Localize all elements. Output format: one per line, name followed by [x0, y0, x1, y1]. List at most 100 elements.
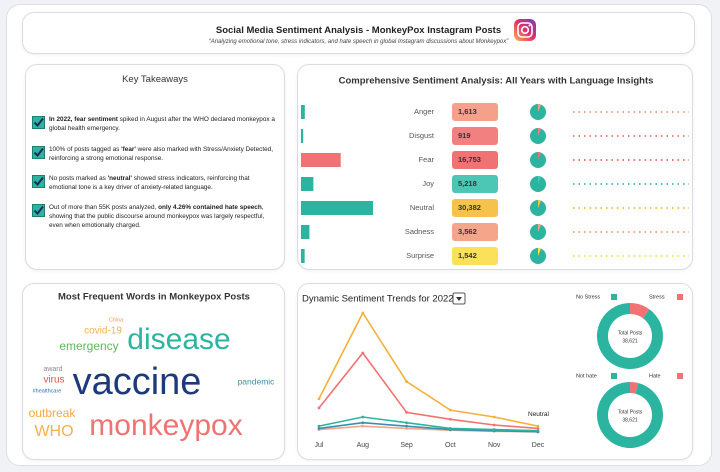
series-label: Neutral [528, 411, 550, 418]
x-tick-label: Nov [488, 442, 501, 449]
mini-pie-slice [538, 200, 541, 208]
cloud-word: #healthcare [33, 388, 62, 394]
bar [301, 249, 305, 263]
line [318, 416, 539, 432]
point [536, 427, 540, 430]
cloud-word: vaccine [73, 361, 202, 403]
value-badge [452, 175, 498, 193]
cloud-word: covid-19 [84, 326, 122, 337]
donut-center-title: Total Posts [618, 330, 643, 336]
takeaway-item: 100% of posts tagged as 'fear' were also… [49, 145, 279, 163]
legend-label: Not hate [576, 373, 597, 379]
value-badge [452, 223, 498, 241]
donut-slice [630, 303, 650, 319]
legend-label: Stress [649, 294, 665, 300]
takeaway-text: spiked in August after the WHO declared … [49, 116, 275, 133]
donut-slice [630, 382, 639, 394]
category-label: Disgust [409, 131, 435, 140]
header-subtitle: “Analyzing emotional tone, stress indica… [208, 39, 509, 45]
cloud-word: monkeypox [89, 409, 242, 442]
dropdown[interactable] [452, 292, 466, 305]
takeaway-item: No posts marked as 'neutral' showed stre… [49, 174, 279, 192]
value-badge [452, 199, 498, 217]
value-badge [452, 127, 498, 145]
takeaway-text: were also marked with Stress/Anxiety Det… [49, 146, 273, 163]
takeaway-text: Out of more than 55K posts analyzed, [49, 204, 159, 211]
donut-slice [597, 303, 663, 369]
category-label: Joy [422, 179, 434, 188]
point [536, 424, 540, 428]
wordcloud-panel: Most Frequent Words in Monkeypox Posts C… [22, 283, 285, 460]
donut-center-value: 38,621 [622, 417, 638, 423]
category-label: Sadness [405, 227, 434, 236]
header-title: Social Media Sentiment Analysis - Monkey… [215, 25, 502, 36]
legend-swatch [611, 373, 617, 379]
point [449, 408, 452, 412]
point [317, 427, 321, 430]
point [405, 427, 408, 430]
mini-pie-slice [538, 128, 541, 136]
takeaway-text: only 4.26% contained hate speech [158, 204, 262, 211]
bar [301, 129, 304, 143]
panel-title: Key Takeaways [122, 74, 188, 85]
point [449, 417, 452, 421]
panel-title: Most Frequent Words in Monkeypox Posts [58, 292, 250, 303]
legend-swatch [677, 294, 683, 300]
check-icon [32, 146, 45, 159]
point [492, 415, 496, 419]
takeaway-item: In 2022, fear sentiment spiked in August… [49, 115, 279, 133]
instagram-icon [514, 19, 536, 41]
bar [301, 153, 341, 167]
value-label: 3,562 [458, 227, 477, 236]
takeaway-text: showed stress indicators, reinforcing th… [49, 175, 250, 192]
legend-swatch [677, 373, 683, 379]
value-label: 5,218 [458, 179, 477, 188]
chart-title: Dynamic Sentiment Trends for 2022 [302, 294, 454, 305]
trends-panel: Dynamic Sentiment Trends for 2022 Jul Aug… [297, 283, 693, 460]
line [318, 311, 539, 427]
donut-slice [597, 382, 663, 448]
takeaway-text: In 2022, fear sentiment [49, 116, 118, 123]
point [361, 421, 365, 425]
header: Social Media Sentiment Analysis - Monkey… [22, 12, 695, 54]
sentiment-panel: Comprehensive Sentiment Analysis: All Ye… [297, 64, 693, 270]
point [492, 423, 496, 427]
category-label: Anger [414, 107, 435, 116]
category-label: Neutral [410, 203, 435, 212]
point [361, 415, 365, 419]
check-icon [32, 116, 45, 129]
check-icon [32, 175, 45, 188]
donut-center-title: Total Posts [618, 409, 643, 415]
x-tick-label: Aug [357, 442, 370, 449]
point [317, 397, 321, 401]
cloud-word: outbreak [29, 406, 77, 420]
sentiment-chart: Comprehensive Sentiment Analysis: All Ye… [301, 76, 689, 265]
cloud-word: disease [127, 323, 230, 356]
mini-pie-slice [538, 152, 541, 160]
category-label: Fear [419, 155, 435, 164]
value-badge [452, 151, 498, 169]
x-tick-label: Dec [532, 442, 545, 449]
value-badge [452, 103, 498, 121]
point [449, 427, 452, 430]
mini-pie-slice [538, 224, 541, 232]
takeaway-text: 'neutral' [107, 175, 132, 182]
legend-label: No Stress [576, 294, 600, 300]
bar [301, 225, 310, 239]
point [405, 411, 408, 414]
point [405, 421, 408, 425]
takeaway-text: No posts marked as [49, 175, 108, 182]
bar [301, 105, 305, 119]
point [405, 380, 408, 383]
legend-swatch [611, 294, 617, 300]
point [361, 424, 365, 428]
value-label: 30,382 [458, 203, 481, 212]
cloud-word: WHO [34, 423, 73, 440]
takeaway-text: 100% of posts tagged as [49, 146, 122, 153]
takeaway-item: Out of more than 55K posts analyzed, onl… [49, 203, 279, 231]
chart-title: Comprehensive Sentiment Analysis: All Ye… [339, 76, 654, 87]
point [317, 424, 321, 428]
point [536, 429, 540, 433]
word-cloud: Most Frequent Words in Monkeypox Posts C… [29, 292, 276, 442]
category-label: Surprise [406, 251, 434, 260]
